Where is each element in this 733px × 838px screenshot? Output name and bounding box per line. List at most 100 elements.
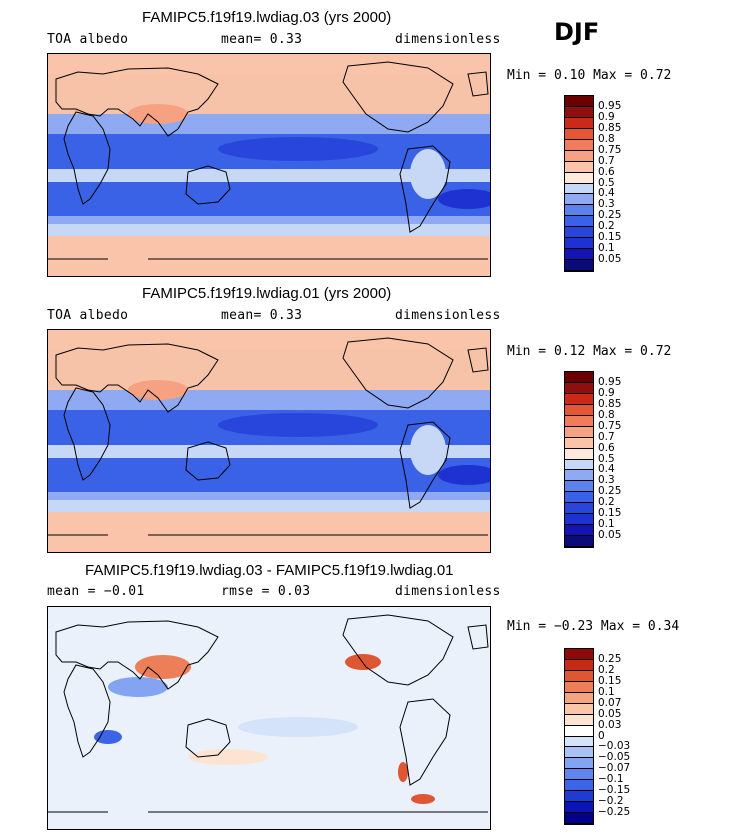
albedo-south-high (48, 512, 490, 552)
colorbar-swatch (565, 415, 593, 427)
panel-2-minmax: Min = 0.12 Max = 0.72 (507, 344, 672, 359)
colorbar-tick-label: −0.07 (598, 762, 631, 775)
albedo-north-pacific-minimum (218, 413, 378, 437)
colorbar-swatch (565, 437, 593, 449)
coastline (467, 71, 489, 97)
colorbar-swatch (565, 372, 593, 383)
panel-1-minmax: Min = 0.10 Max = 0.72 (507, 68, 672, 83)
coastline (342, 61, 454, 133)
colorbar-swatch (565, 128, 593, 140)
coastline (185, 718, 231, 758)
colorbar-tick-label: 0.3 (598, 198, 615, 211)
colorbar-swatch (565, 183, 593, 195)
colorbar-swatch (565, 117, 593, 129)
panel-3-title: FAMIPC5.f19f19.lwdiag.03 - FAMIPC5.f19f1… (85, 562, 454, 579)
diff-south-positive (411, 794, 435, 804)
colorbar-tick-label: 0.1 (598, 518, 615, 531)
coastline (63, 664, 111, 758)
colorbar-swatch (565, 659, 593, 671)
coastline (185, 441, 231, 481)
coastline (467, 347, 489, 373)
colorbar-tick-label: 0.4 (598, 187, 615, 200)
colorbar-swatch (565, 736, 593, 748)
colorbar-tick-label: 0.2 (598, 220, 615, 233)
panel-2-mean: mean= 0.33 (221, 308, 303, 323)
colorbar-swatch (565, 96, 593, 107)
colorbar-tick-label: 0.5 (598, 176, 615, 189)
panel-2-map (47, 329, 491, 553)
panel-1-title: FAMIPC5.f19f19.lwdiag.03 (yrs 2000) (142, 9, 392, 26)
panel-3-units: dimensionless (395, 584, 501, 599)
colorbar-tick-label: −0.05 (598, 751, 631, 764)
colorbar-swatch (565, 216, 593, 228)
colorbar-swatch (565, 492, 593, 504)
colorbar-swatch (565, 238, 593, 250)
coastline (467, 624, 489, 650)
colorbar-tick-label: 0.85 (598, 397, 622, 410)
albedo-south-high (48, 236, 490, 276)
colorbar-swatch (565, 791, 593, 803)
colorbar-tick-label: −0.25 (598, 806, 631, 819)
colorbar-tick-label: 0.6 (598, 165, 615, 178)
colorbar-tick-label: 0.75 (598, 419, 622, 432)
colorbar-swatch (565, 670, 593, 682)
colorbar-tick-label: −0.2 (598, 795, 624, 808)
diff-pacific-negative (238, 717, 358, 737)
colorbar-swatch (565, 106, 593, 118)
colorbar-swatch (565, 172, 593, 184)
albedo-itcz (48, 445, 490, 458)
panel-1-map (47, 53, 491, 277)
colorbar-tick-label: 0.25 (598, 485, 622, 498)
colorbar-tick-label: 0.2 (598, 663, 615, 676)
coastline (55, 620, 219, 690)
colorbar-swatch (565, 249, 593, 261)
colorbar-tick-label: 0.1 (598, 685, 615, 698)
albedo-south-atlantic-minimum (438, 189, 490, 209)
albedo-north-high (48, 330, 490, 350)
diff-south-pacific-positive (188, 749, 268, 765)
colorbar-tick-label: 0.3 (598, 474, 615, 487)
colorbar-tick-label: 0.05 (598, 707, 622, 720)
diff-asia-negative (108, 677, 168, 697)
diff-andes-positive (398, 762, 408, 782)
colorbar-swatch (565, 525, 593, 537)
colorbar-swatch (565, 260, 593, 271)
panel-3-colorbar (564, 648, 594, 825)
colorbar-tick-label: 0.15 (598, 231, 622, 244)
colorbar-tick-label: 0.03 (598, 718, 622, 731)
colorbar-tick-label: −0.1 (598, 773, 624, 786)
season-label: DJF (554, 18, 600, 46)
albedo-tibet-high (128, 104, 188, 124)
colorbar-swatch (565, 205, 593, 217)
panel-3-mean: mean = −0.01 (47, 584, 145, 599)
colorbar-swatch (565, 139, 593, 151)
colorbar-tick-label: 0.9 (598, 110, 615, 123)
panel-2-title: FAMIPC5.f19f19.lwdiag.01 (yrs 2000) (142, 285, 392, 302)
colorbar-tick-label: 0 (598, 729, 605, 742)
panel-3-map (47, 606, 491, 830)
panel-2-units: dimensionless (395, 308, 501, 323)
albedo-south-mid (48, 224, 490, 236)
colorbar-tick-label: 0.15 (598, 674, 622, 687)
colorbar-tick-label: 0.15 (598, 507, 622, 520)
colorbar-tick-label: 0.5 (598, 452, 615, 465)
colorbar-swatch (565, 194, 593, 206)
coastline (342, 337, 454, 409)
colorbar-swatch (565, 161, 593, 173)
coastline (185, 165, 231, 205)
colorbar-swatch (565, 404, 593, 416)
colorbar-swatch (565, 536, 593, 547)
colorbar-swatch (565, 725, 593, 737)
colorbar-tick-label: 0.4 (598, 463, 615, 476)
colorbar-swatch (565, 747, 593, 759)
coastline (399, 421, 451, 509)
colorbar-tick-label: 0.25 (598, 652, 622, 665)
coastline (63, 387, 111, 481)
colorbar-tick-label: 0.8 (598, 132, 615, 145)
colorbar-swatch (565, 470, 593, 482)
colorbar-tick-label: 0.9 (598, 386, 615, 399)
diff-africa-negative (94, 730, 122, 744)
colorbar-tick-label: 0.6 (598, 441, 615, 454)
colorbar-tick-label: 0.7 (598, 154, 615, 167)
colorbar-tick-label: 0.25 (598, 209, 622, 222)
